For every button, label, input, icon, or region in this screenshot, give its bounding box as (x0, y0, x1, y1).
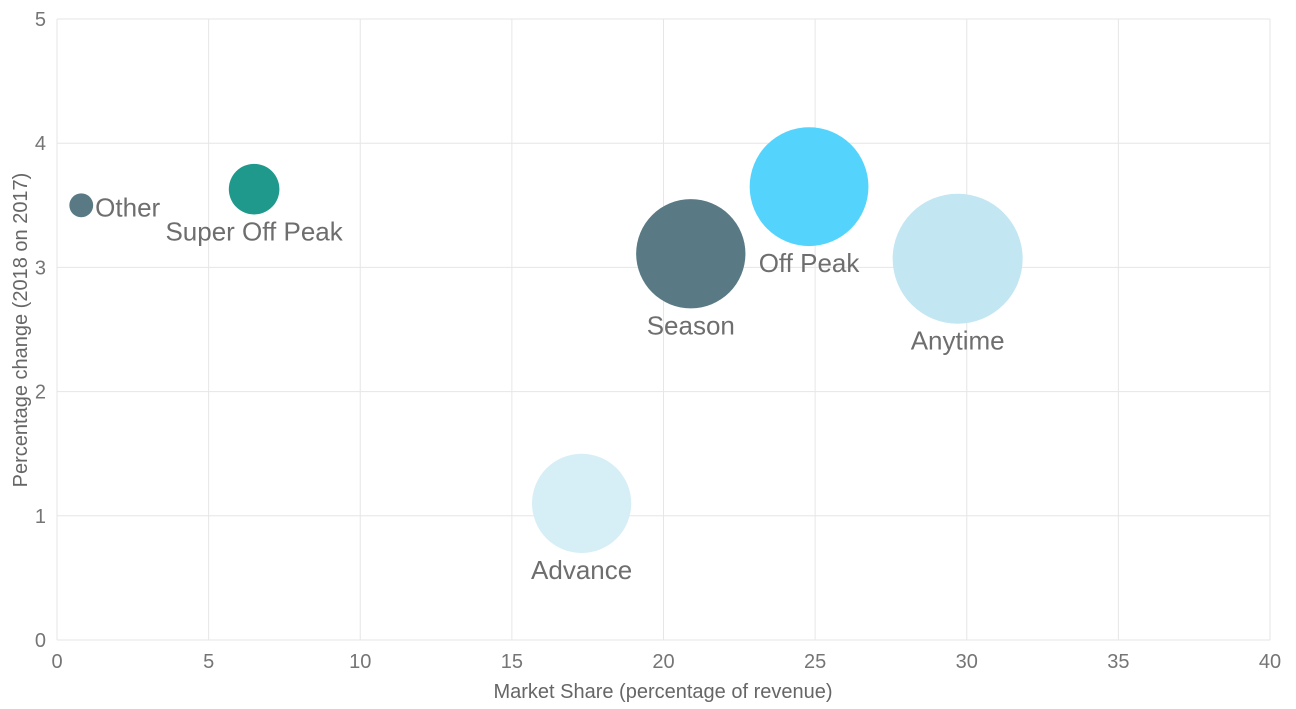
y-tick-label: 0 (35, 630, 46, 652)
x-tick-label: 25 (804, 651, 826, 673)
bubble-label-advance: Advance (531, 555, 632, 585)
x-tick-label: 10 (349, 651, 371, 673)
bubble-advance[interactable] (532, 453, 632, 553)
bubble-layer (69, 127, 1023, 553)
x-tick-label: 40 (1259, 651, 1281, 673)
bubble-season[interactable] (636, 199, 746, 309)
x-tick-label: 15 (501, 651, 523, 673)
x-tick-label: 5 (203, 651, 214, 673)
y-tick-label: 1 (35, 506, 46, 528)
bubble-super-off-peak[interactable] (228, 163, 280, 215)
bubble-off-peak[interactable] (749, 127, 869, 247)
bubble-label-anytime: Anytime (911, 326, 1005, 356)
tick-layer: 0 5 10 15 20 25 30 35 40 0 1 2 3 4 5 (35, 9, 1281, 673)
bubble-anytime[interactable] (892, 193, 1023, 324)
x-axis-title: Market Share (percentage of revenue) (493, 681, 832, 703)
bubble-other[interactable] (69, 193, 94, 218)
bubble-label-season: Season (647, 310, 735, 340)
y-tick-label: 5 (35, 9, 46, 31)
y-tick-label: 4 (35, 133, 46, 155)
x-tick-label: 30 (956, 651, 978, 673)
bubble-label-super-off-peak: Super Off Peak (165, 216, 343, 246)
x-tick-label: 35 (1107, 651, 1129, 673)
y-axis-title: Percentage change (2018 on 2017) (10, 173, 32, 488)
bubble-label-off-peak: Off Peak (759, 248, 861, 278)
x-tick-label: 0 (51, 651, 62, 673)
y-tick-label: 3 (35, 257, 46, 279)
x-tick-label: 20 (652, 651, 674, 673)
bubble-label-other: Other (95, 192, 160, 222)
y-tick-label: 2 (35, 382, 46, 404)
